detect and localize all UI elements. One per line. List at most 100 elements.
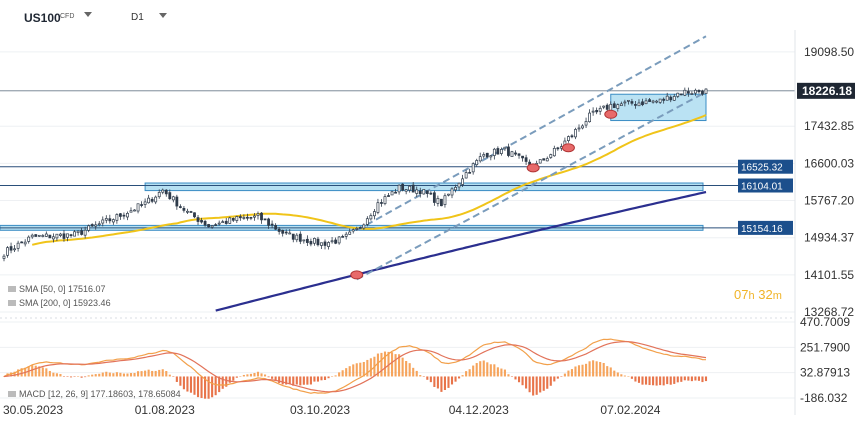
candle-body (662, 98, 666, 101)
candle-body (246, 216, 249, 219)
macd-histogram-bar (408, 363, 411, 377)
timeframe-selector[interactable]: D1 (131, 12, 144, 23)
macd-histogram-bar (588, 361, 591, 377)
indicator-settings-icon[interactable] (8, 300, 16, 306)
candle-body (655, 100, 659, 103)
candle-body (305, 238, 309, 243)
sma200-legend-text: SMA [200, 0] 15923.46 (19, 298, 111, 308)
candle-body (605, 104, 609, 110)
sma50-legend[interactable]: SMA [50, 0] 17516.07 (8, 284, 106, 294)
macd-histogram-bar (52, 372, 55, 377)
macd-histogram-bar (500, 368, 503, 377)
macd-histogram-bar (652, 376, 655, 386)
price-tick-label: 17432.85 (804, 119, 854, 133)
candle-body (581, 125, 584, 129)
macd-histogram-bar (376, 353, 379, 377)
macd-histogram-bar (34, 365, 37, 377)
indicator-settings-icon[interactable] (8, 391, 16, 397)
time-tick-label: 03.10.2023 (290, 403, 350, 417)
macd-histogram-bar (235, 376, 238, 378)
candle-body (334, 239, 338, 244)
macd-histogram-bar (369, 358, 372, 377)
macd-histogram-bar (443, 376, 447, 390)
candle-body (249, 216, 253, 219)
candle-body (313, 238, 316, 244)
candle-body (186, 210, 189, 213)
sma200-legend[interactable]: SMA [200, 0] 15923.46 (8, 298, 111, 308)
macd-histogram-bar (136, 371, 140, 377)
candle-body (443, 195, 447, 205)
candle-body (475, 160, 479, 166)
macd-tick-label: 32.87913 (800, 366, 850, 380)
candle-body (267, 218, 270, 226)
candle-body (164, 189, 168, 195)
macd-histogram-bar (323, 376, 327, 380)
candle-body (193, 212, 196, 218)
macd-histogram-bar (77, 376, 80, 377)
candle-body (514, 152, 517, 155)
candle-body (697, 90, 701, 93)
candle-body (277, 228, 281, 232)
candle-body (256, 213, 260, 216)
candle-body (549, 154, 553, 158)
candle-body (161, 189, 165, 193)
candle-body (231, 217, 235, 221)
macd-histogram-bar (553, 376, 556, 382)
candle-body (69, 234, 73, 236)
candle-body (464, 172, 468, 179)
macd-histogram-bar (200, 376, 203, 398)
symbol-name[interactable]: US100 (24, 11, 61, 25)
candle-body (104, 218, 108, 221)
time-tick-label: 07.02.2024 (600, 403, 660, 417)
candle-body (214, 224, 218, 226)
macd-histogram-bar (616, 372, 619, 377)
macd-histogram-bar (592, 360, 595, 377)
chart-toolbar: US100 CFD D1 (0, 0, 300, 34)
macd-histogram-bar (274, 376, 277, 382)
candle-body (648, 99, 651, 102)
candle-body (408, 185, 412, 191)
candle-body (478, 156, 482, 162)
macd-histogram-bar (440, 376, 443, 392)
candle-body (320, 242, 323, 246)
candle-body (203, 220, 207, 226)
time-tick-label: 01.08.2023 (135, 403, 195, 417)
candle-body (133, 209, 136, 212)
macd-histogram-bar (475, 363, 478, 377)
macd-histogram-bar (175, 376, 178, 382)
candle-body (447, 193, 450, 196)
macd-histogram-bar (542, 376, 545, 391)
candle-body (422, 189, 426, 195)
candle-body (492, 148, 496, 156)
current-price-tag: 18226.18 (797, 82, 855, 99)
candle-body (468, 171, 472, 174)
candle-body (115, 214, 119, 221)
macd-histogram-bar (383, 351, 387, 377)
candle-body (27, 236, 31, 242)
macd-histogram-bar (55, 373, 58, 377)
timeframe-dropdown-icon[interactable] (159, 13, 167, 18)
candle-body (436, 198, 440, 204)
macd-histogram-bar (239, 376, 242, 377)
indicator-settings-icon[interactable] (8, 286, 16, 292)
candle-body (616, 104, 620, 109)
macd-histogram-bar (521, 376, 524, 386)
candle-body (291, 233, 295, 240)
macd-histogram-bar (609, 367, 612, 377)
symbol-dropdown-icon[interactable] (84, 12, 92, 17)
level-label-text: 16104.01 (741, 182, 783, 193)
candle-body (626, 99, 630, 102)
macd-legend[interactable]: MACD [12, 26, 9] 177.18603, 178.65084 (8, 389, 181, 399)
price-tick-label: 14934.37 (804, 231, 854, 245)
macd-histogram-bar (69, 376, 73, 378)
macd-histogram-bar (31, 365, 34, 377)
trend-channel (356, 35, 707, 281)
candle-body (295, 234, 299, 241)
macd-histogram-bar (161, 369, 164, 377)
candle-body (432, 192, 436, 203)
candle-body (496, 148, 500, 155)
candle-body (602, 105, 606, 108)
macd-histogram-bar (299, 376, 302, 386)
